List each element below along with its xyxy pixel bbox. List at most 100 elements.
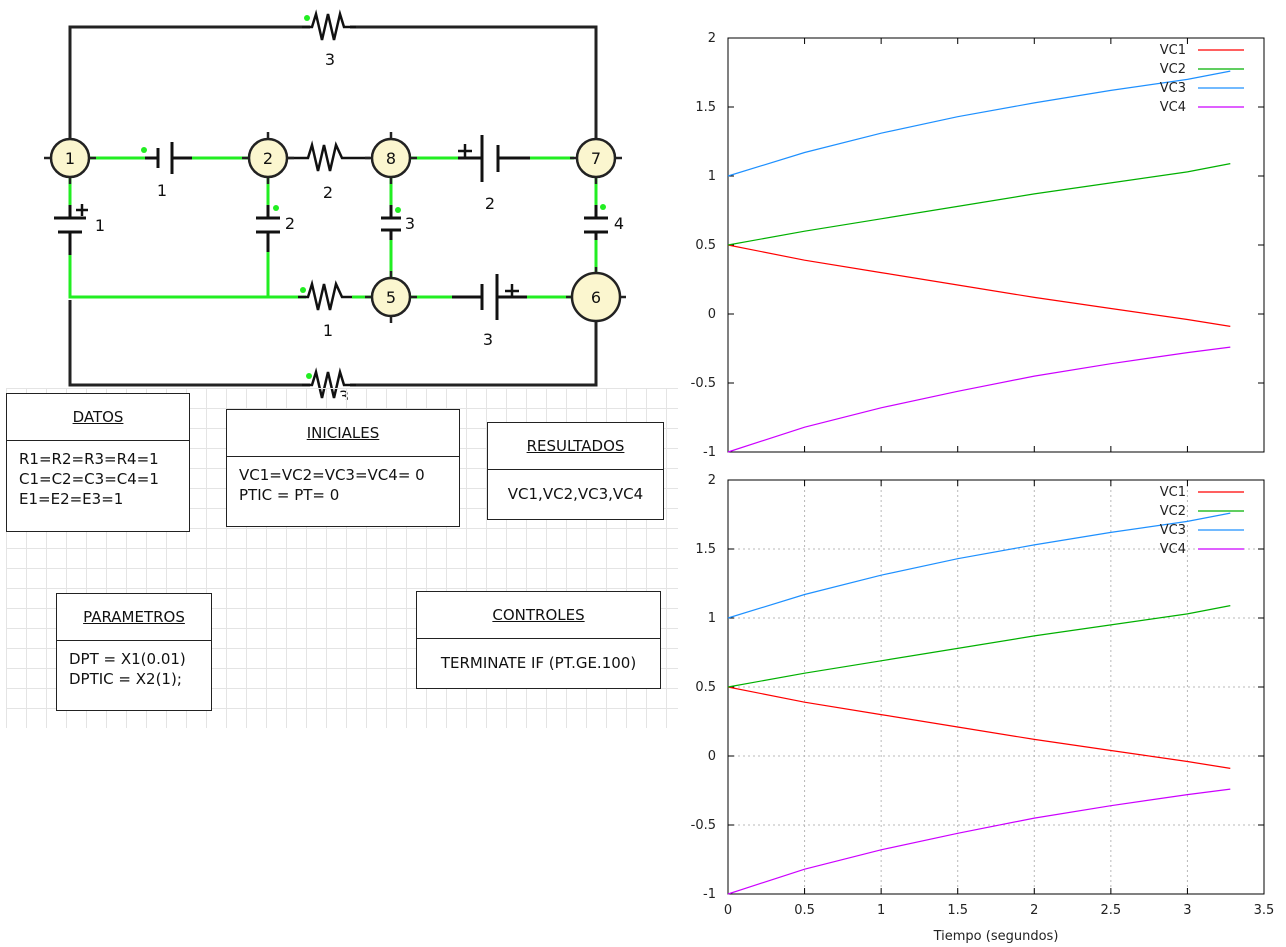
node-label: 8 — [386, 149, 396, 168]
node-6[interactable] — [570, 271, 622, 323]
box-body: DPT = X1(0.01) DPTIC = X2(1); — [57, 641, 211, 697]
node-label: 1 — [65, 149, 75, 168]
y-tick-label: 0 — [708, 307, 716, 322]
resultados-box[interactable]: RESULTADOS VC1,VC2,VC3,VC4 — [487, 422, 664, 520]
x-tick-label: 3 — [1183, 903, 1191, 918]
node-2[interactable] — [247, 137, 289, 179]
legend-label: VC4 — [1160, 542, 1186, 557]
polarity-dot — [600, 204, 606, 210]
series-line-vc4 — [727, 346, 1231, 453]
x-tick-label: 1.5 — [947, 903, 968, 918]
resistor-2-8 — [288, 140, 370, 172]
series-line-vc2 — [727, 163, 1231, 246]
plus-icon — [505, 284, 519, 298]
box-body: VC1=VC2=VC3=VC4= 0 PTIC = PT= 0 — [227, 457, 459, 513]
y-tick-label: 1.5 — [695, 100, 716, 115]
polarity-dot — [273, 205, 279, 211]
node-label: 2 — [263, 149, 273, 168]
series-line-vc1 — [727, 244, 1231, 327]
node-7[interactable] — [575, 137, 617, 179]
y-tick-label: -0.5 — [691, 376, 716, 391]
box-title: PARAMETROS — [83, 608, 185, 626]
y-tick-label: 1 — [708, 611, 716, 626]
box-line: C1=C2=C3=C4=1 — [19, 470, 159, 488]
node-1[interactable] — [49, 137, 91, 179]
capacitor-c3 — [381, 205, 401, 240]
box-line: VC1=VC2=VC3=VC4= 0 — [239, 466, 425, 484]
component-label: 2 — [285, 214, 295, 233]
box-body: R1=R2=R3=R4=1 C1=C2=C3=C4=1 E1=E2=E3=1 — [7, 441, 189, 517]
wire-caps-3-4 — [389, 178, 598, 278]
component-label: 1 — [157, 181, 167, 200]
iniciales-box[interactable]: INICIALES VC1=VC2=VC3=VC4= 0 PTIC = PT= … — [226, 409, 460, 527]
node-label: 5 — [386, 288, 396, 307]
y-tick-label: 1.5 — [695, 542, 716, 557]
node-label: 6 — [591, 288, 601, 307]
component-label: 2 — [323, 183, 333, 202]
box-title: INICIALES — [306, 424, 380, 442]
resistor-top — [302, 9, 356, 41]
x-tick-label: 0 — [724, 903, 732, 918]
y-tick-label: 1 — [708, 169, 716, 184]
y-tick-label: -1 — [703, 445, 716, 460]
battery-c-left — [54, 205, 86, 255]
component-label: 1 — [323, 321, 333, 340]
polarity-dot — [395, 207, 401, 213]
component-label: 3 — [325, 50, 335, 69]
box-line: E1=E2=E3=1 — [19, 490, 124, 508]
y-tick-label: 2 — [708, 473, 716, 488]
wire-bottom — [68, 300, 598, 387]
battery-e3 — [452, 274, 527, 320]
datos-box[interactable]: DATOS R1=R2=R3=R4=1 C1=C2=C3=C4=1 E1=E2=… — [6, 393, 190, 532]
box-header: CONTROLES — [417, 592, 660, 639]
x-tick-label: 0.5 — [794, 903, 815, 918]
node-5[interactable] — [370, 276, 412, 318]
plus-icon — [76, 204, 88, 216]
circuit-schematic[interactable]: 1 2 8 7 5 6 3 1 2 2 1 2 3 4 1 3 3 — [0, 0, 680, 400]
box-title: CONTROLES — [492, 606, 585, 624]
series-line-vc3 — [727, 70, 1231, 177]
polarity-dot — [300, 287, 306, 293]
component-label: 1 — [95, 216, 105, 235]
component-label: 2 — [485, 194, 495, 213]
x-axis-label: Tiempo (segundos) — [933, 929, 1059, 944]
series-line-vc2 — [727, 605, 1231, 688]
box-line: TERMINATE IF (PT.GE.100) — [440, 654, 637, 672]
node-8[interactable] — [370, 137, 412, 179]
y-tick-label: -1 — [703, 887, 716, 902]
legend-label: VC2 — [1160, 62, 1186, 77]
resistor-mid — [298, 279, 352, 311]
polarity-dot — [304, 15, 310, 21]
plus-icon — [458, 144, 472, 158]
x-tick-label: 2.5 — [1101, 903, 1122, 918]
box-header: PARAMETROS — [57, 594, 211, 641]
parametros-box[interactable]: PARAMETROS DPT = X1(0.01) DPTIC = X2(1); — [56, 593, 212, 711]
series-line-vc1 — [727, 686, 1231, 769]
box-line: DPT = X1(0.01) — [69, 650, 186, 668]
chart-bottom[interactable]: 2 1.5 1 0.5 0 -0.5 -1 0 0.5 1 1.5 2 2.5 3 3.5 Tiempo (s… — [670, 466, 1286, 947]
box-header: DATOS — [7, 394, 189, 441]
chart-top[interactable]: 2 1.5 1 0.5 0 -0.5 -1 VC1 VC2 VC3 VC4 — [670, 24, 1286, 464]
legend-label: VC4 — [1160, 100, 1186, 115]
battery-e1 — [145, 142, 192, 174]
legend-label: VC1 — [1160, 485, 1186, 500]
box-body: TERMINATE IF (PT.GE.100) — [417, 639, 660, 687]
wire-top — [68, 25, 598, 140]
box-title: RESULTADOS — [526, 437, 625, 455]
controles-box[interactable]: CONTROLES TERMINATE IF (PT.GE.100) — [416, 591, 661, 689]
resistor-bottom — [302, 367, 356, 399]
capacitor-c4 — [584, 205, 608, 240]
y-tick-label: 2 — [708, 31, 716, 46]
y-tick-label: 0.5 — [695, 238, 716, 253]
component-label: 4 — [614, 214, 624, 233]
component-label: 3 — [483, 330, 493, 349]
polarity-dot — [141, 147, 147, 153]
polarity-dot — [306, 373, 312, 379]
series-line-vc4 — [727, 788, 1231, 895]
box-header: INICIALES — [227, 410, 459, 457]
box-body: VC1,VC2,VC3,VC4 — [488, 470, 663, 518]
box-line: PTIC = PT= 0 — [239, 486, 340, 504]
box-line: VC1,VC2,VC3,VC4 — [507, 485, 644, 503]
box-header: RESULTADOS — [488, 423, 663, 470]
box-line: R1=R2=R3=R4=1 — [19, 450, 159, 468]
